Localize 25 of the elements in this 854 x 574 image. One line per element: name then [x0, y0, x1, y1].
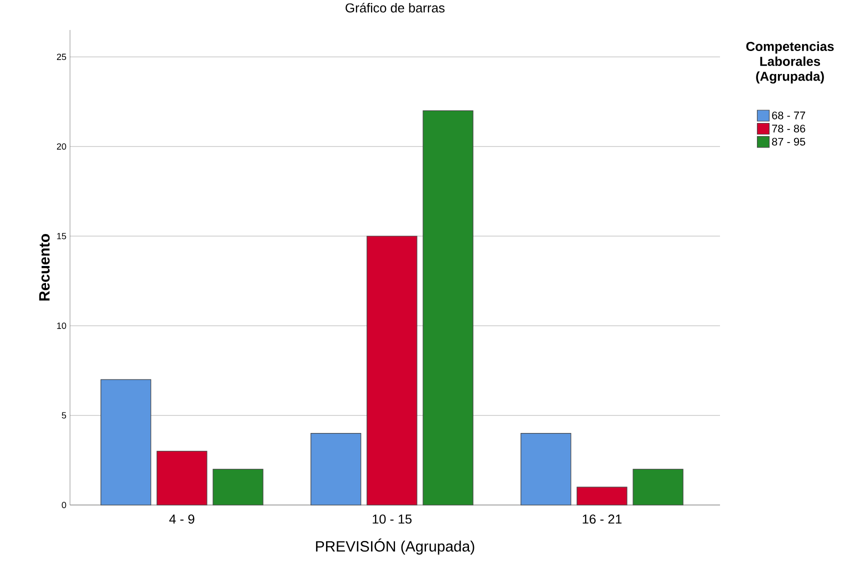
bar	[100, 379, 152, 506]
y-tick-label: 20	[56, 143, 66, 150]
y-tick-label: 25	[56, 54, 66, 60]
bar	[156, 450, 208, 506]
bar	[422, 110, 474, 506]
bar	[576, 486, 628, 506]
bar	[632, 468, 684, 506]
y-tick-label: 15	[57, 232, 66, 240]
legend-label: 68 - 77	[772, 112, 806, 120]
bar	[520, 433, 572, 506]
bar	[366, 236, 418, 506]
bar	[310, 433, 362, 506]
x-axis-title: PREVISIÓN (Agrupada)	[316, 538, 474, 555]
legend-label: 87 - 95	[772, 138, 806, 146]
legend-label: 78 - 86	[772, 124, 806, 132]
y-tick-label: 10	[57, 322, 66, 329]
x-tick-label: 4 - 9	[169, 514, 194, 524]
chart-title: Gráfico de barras	[346, 2, 445, 12]
bar	[212, 468, 264, 506]
x-tick-label: 10 - 15	[372, 514, 412, 524]
y-tick-label: 0	[62, 502, 66, 508]
y-tick-label: 5	[62, 412, 66, 419]
legend-title: Competencias Laborales (Agrupada)	[746, 42, 834, 84]
x-tick-label: 16 - 21	[582, 514, 622, 524]
y-axis-title: Recuento	[39, 234, 50, 301]
